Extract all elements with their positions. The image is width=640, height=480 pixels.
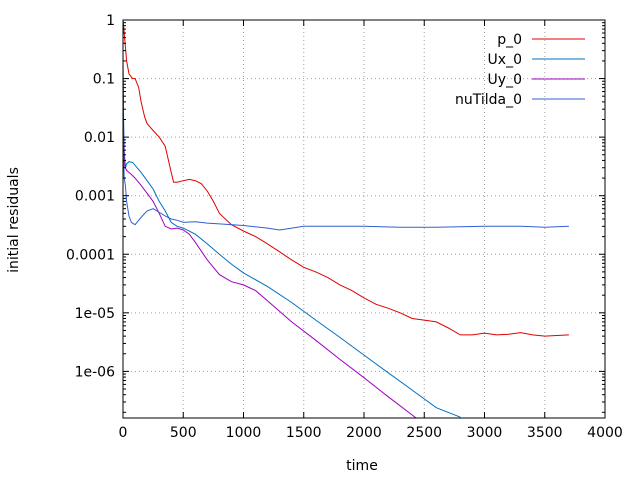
y-tick-label: 1e-05 <box>75 306 115 322</box>
series-line-uy-0 <box>123 68 417 418</box>
legend-label: p_0 <box>497 32 522 48</box>
grid <box>123 20 605 418</box>
x-tick-label: 2500 <box>406 425 442 441</box>
y-tick-label: 0.0001 <box>66 247 115 263</box>
axes <box>122 19 606 419</box>
series-line-p-0 <box>123 20 569 337</box>
x-tick-label: 500 <box>170 425 197 441</box>
y-tick-label: 0.001 <box>75 189 115 205</box>
x-tick-label: 2000 <box>346 425 382 441</box>
legend-label: nuTilda_0 <box>455 92 522 108</box>
series-line-ux-0 <box>123 60 461 418</box>
series-line-nutilda-0 <box>123 119 569 231</box>
x-axis-ticks: 0 500 1000 1500 2000 2500 3000 3500 4000 <box>119 20 623 441</box>
x-tick-label: 3500 <box>527 425 563 441</box>
plot-frame <box>122 19 606 419</box>
x-tick-label: 4000 <box>587 425 623 441</box>
x-axis-title: time <box>346 458 378 474</box>
legend: p_0 Ux_0 Uy_0 nuTilda_0 <box>455 32 585 108</box>
x-tick-label: 1500 <box>286 425 322 441</box>
y-tick-label: 1e-06 <box>75 364 115 380</box>
y-tick-label: 0.1 <box>93 72 115 88</box>
y-tick-label: 1 <box>106 13 115 29</box>
y-axis-title: initial residuals <box>6 167 22 273</box>
series-lines <box>123 20 569 418</box>
x-tick-label: 0 <box>119 425 128 441</box>
y-axis-ticks: 1e-06 1e-05 0.0001 0.001 0.01 0.1 1 <box>66 13 605 413</box>
x-tick-label: 3000 <box>467 425 503 441</box>
legend-label: Ux_0 <box>488 52 522 68</box>
x-tick-label: 1000 <box>226 425 262 441</box>
legend-label: Uy_0 <box>488 72 522 88</box>
y-tick-label: 0.01 <box>84 130 115 146</box>
